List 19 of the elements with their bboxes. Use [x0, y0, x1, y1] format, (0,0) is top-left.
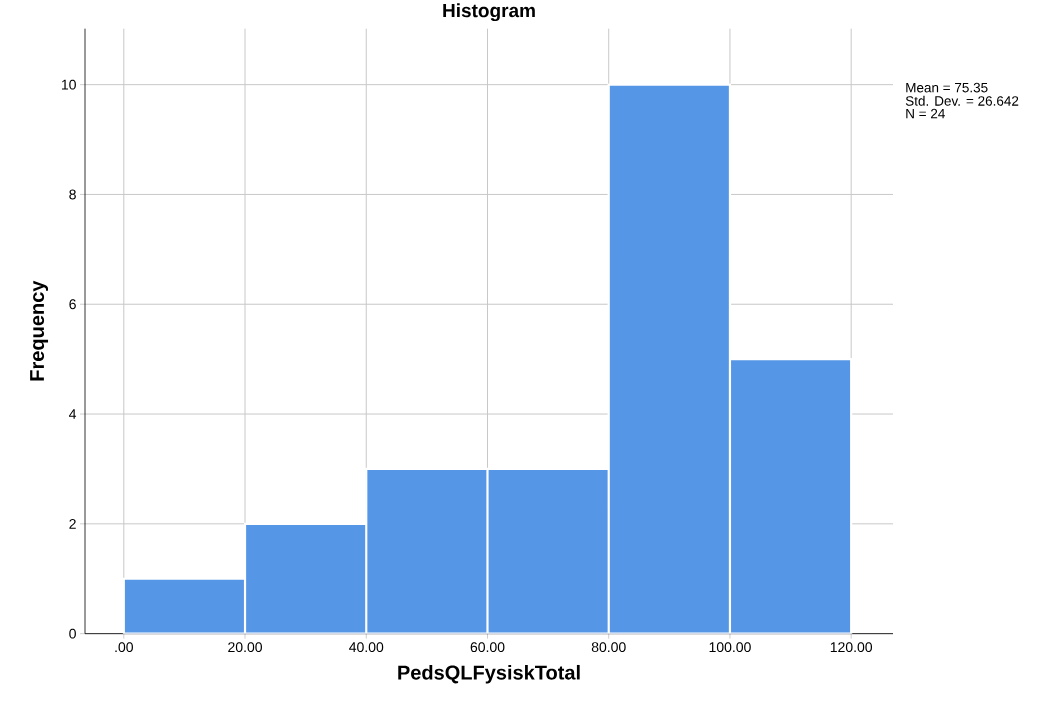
x-axis-title: PedsQLFysiskTotal — [398, 665, 580, 684]
y-tick-label: 6 — [69, 299, 76, 310]
x-tick-label: .00 — [115, 642, 133, 653]
y-tick-label: 2 — [69, 519, 76, 529]
x-tick-label: 100.00 — [709, 642, 751, 653]
y-tick-label: 8 — [69, 189, 76, 200]
x-tick-label: 120.00 — [830, 642, 873, 653]
x-tick-label: 60.00 — [470, 642, 505, 653]
y-tick-label: 0 — [69, 628, 76, 639]
y-tick-label: 4 — [69, 409, 77, 420]
x-tick-label: 20.00 — [228, 642, 262, 653]
text: N = 24 — [906, 109, 945, 119]
x-tick-label: 80.00 — [591, 642, 626, 653]
y-axis-title: Frequency — [30, 280, 49, 381]
y-tick-label: 10 — [61, 79, 76, 90]
chart-title: Histogram — [443, 3, 535, 22]
x-tick-label: 40.00 — [349, 642, 384, 653]
text: Mean = 75.35 — [906, 83, 988, 93]
text: Std. Dev. = 26.642 — [905, 96, 1019, 106]
